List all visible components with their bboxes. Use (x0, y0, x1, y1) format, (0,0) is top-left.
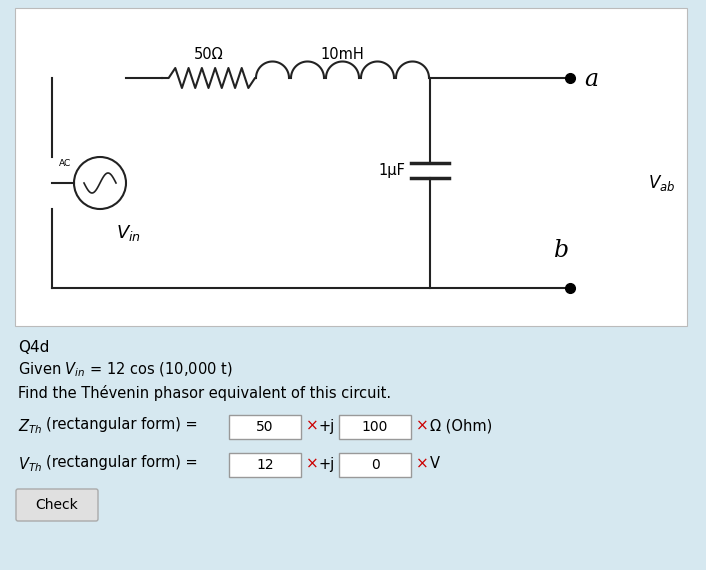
Text: (rectangular form) =: (rectangular form) = (46, 417, 198, 432)
Text: 50Ω: 50Ω (193, 47, 223, 62)
Text: +j: +j (318, 457, 334, 471)
Text: Q4d: Q4d (18, 340, 49, 355)
Text: 0: 0 (371, 458, 379, 472)
Text: Find the Thévenin phasor equivalent of this circuit.: Find the Thévenin phasor equivalent of t… (18, 385, 391, 401)
FancyBboxPatch shape (339, 415, 411, 439)
Text: (rectangular form) =: (rectangular form) = (46, 455, 198, 470)
Text: ×: × (416, 418, 429, 434)
Text: AC: AC (59, 159, 71, 168)
Text: ×: × (306, 457, 318, 471)
FancyBboxPatch shape (16, 489, 98, 521)
FancyBboxPatch shape (229, 453, 301, 477)
FancyBboxPatch shape (229, 415, 301, 439)
Text: +j: +j (318, 418, 334, 434)
Text: Ω (Ohm): Ω (Ohm) (430, 418, 492, 434)
Text: 100: 100 (361, 420, 388, 434)
Text: Given $V_{in}$ = 12 cos (10,000 t): Given $V_{in}$ = 12 cos (10,000 t) (18, 361, 232, 380)
FancyBboxPatch shape (15, 8, 687, 326)
Text: $V_{Th}$: $V_{Th}$ (18, 455, 42, 474)
Text: 50: 50 (256, 420, 274, 434)
Text: $V_{in}$: $V_{in}$ (116, 223, 141, 243)
Text: 1μF: 1μF (378, 163, 405, 178)
Text: a: a (584, 68, 598, 92)
Text: $V_{ab}$: $V_{ab}$ (648, 173, 676, 193)
Text: V: V (430, 457, 440, 471)
Text: ×: × (416, 457, 429, 471)
Text: ×: × (306, 418, 318, 434)
Text: 12: 12 (256, 458, 274, 472)
Text: Check: Check (35, 498, 78, 512)
Text: b: b (554, 239, 570, 262)
Text: 10mH: 10mH (321, 47, 364, 62)
Text: $Z_{Th}$: $Z_{Th}$ (18, 417, 42, 435)
FancyBboxPatch shape (339, 453, 411, 477)
